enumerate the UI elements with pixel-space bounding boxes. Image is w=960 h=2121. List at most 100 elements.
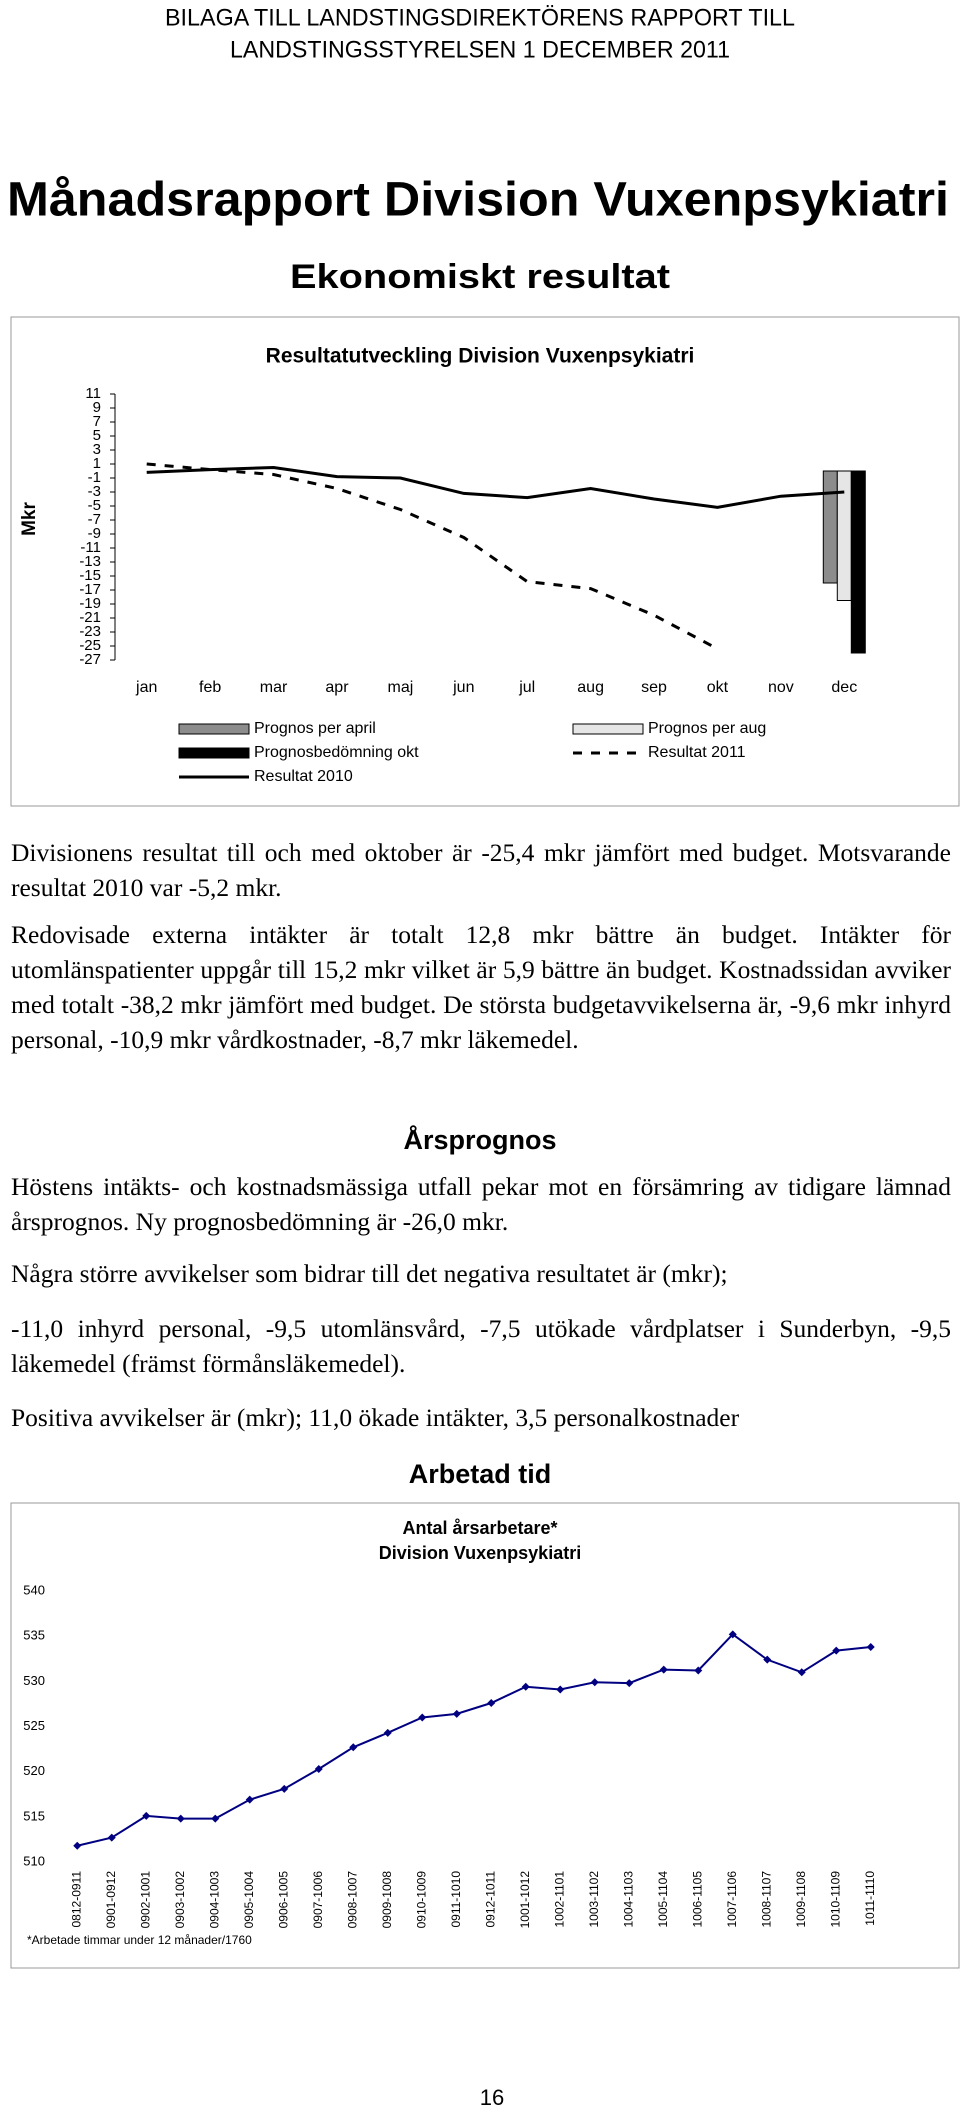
x-tick-label: 0910-1009 <box>414 1871 428 1929</box>
x-tick-label: 0907-1006 <box>311 1871 325 1929</box>
y-tick-label: -9 <box>88 525 101 542</box>
data-point <box>452 1709 461 1718</box>
x-tick-label: 0911-1010 <box>449 1871 463 1928</box>
paragraph: Höstens intäkts- och kostnadsmässiga utf… <box>11 1172 951 1236</box>
bar <box>822 470 838 584</box>
x-tick-label: 1005-1104 <box>656 1871 670 1928</box>
x-tick-label: 0909-1008 <box>380 1871 394 1929</box>
x-tick-label: aug <box>577 679 604 696</box>
x-tick-label: 0905-1004 <box>242 1871 256 1929</box>
y-tick-label: 535 <box>23 1628 45 1643</box>
chart-frame <box>10 316 960 807</box>
y-tick-label: 520 <box>23 1763 45 1778</box>
x-tick-label: 1003-1102 <box>587 1871 601 1928</box>
y-tick-label: -5 <box>88 497 101 514</box>
section-heading: Arbetad tid <box>409 1459 552 1489</box>
y-tick-label: 515 <box>23 1808 45 1823</box>
page-number: 16 <box>480 2085 504 2110</box>
legend-label: Resultat 2010 <box>254 768 353 785</box>
x-tick-label: 0902-1001 <box>138 1871 152 1929</box>
x-tick-label: 1004-1103 <box>621 1871 635 1928</box>
y-tick-label: 7 <box>93 413 101 430</box>
chart-title: Antal årsarbetare* <box>402 1518 557 1538</box>
x-tick-label: 1002-1101 <box>552 1871 566 1928</box>
data-point <box>556 1685 565 1694</box>
data-point <box>383 1728 392 1737</box>
data-point <box>659 1665 668 1674</box>
x-tick-label: 0812-0911 <box>69 1871 83 1928</box>
y-tick-label: -27 <box>79 651 101 668</box>
y-tick-label: -23 <box>79 623 101 640</box>
page-title: Månadsrapport Division Vuxenpsykiatri <box>7 174 949 227</box>
x-tick-label: sep <box>641 679 667 696</box>
x-tick-label: 0906-1005 <box>276 1871 290 1929</box>
data-point <box>245 1795 254 1804</box>
x-tick-label: 1011-1110 <box>863 1871 877 1926</box>
data-point <box>590 1678 599 1687</box>
x-tick-label: 0903-1002 <box>173 1871 187 1929</box>
x-tick-label: apr <box>325 679 349 696</box>
x-tick-label: feb <box>199 679 221 696</box>
data-point <box>763 1655 772 1664</box>
y-tick-label: 11 <box>85 385 101 402</box>
data-point <box>487 1699 496 1708</box>
y-tick-label: -7 <box>88 511 101 528</box>
x-tick-label: jul <box>518 679 535 696</box>
x-tick-label: 1008-1107 <box>759 1871 773 1928</box>
y-tick-label: 525 <box>23 1718 45 1733</box>
data-point <box>694 1666 703 1675</box>
y-tick-label: -13 <box>79 553 101 570</box>
paragraph: Redovisade externa intäkter är totalt 12… <box>11 920 951 1054</box>
y-tick-label: -21 <box>79 609 101 626</box>
x-tick-label: 0908-1007 <box>345 1871 359 1929</box>
data-point <box>625 1679 634 1688</box>
legend-label: Prognos per april <box>254 720 376 737</box>
y-tick-label: -3 <box>88 483 101 500</box>
header-line: LANDSTINGSSTYRELSEN 1 DECEMBER 2011 <box>230 36 730 63</box>
y-tick-label: 510 <box>23 1853 45 1868</box>
x-tick-label: 1009-1108 <box>794 1871 808 1928</box>
legend-swatch <box>178 723 250 735</box>
y-tick-label: 3 <box>93 441 101 458</box>
legend-label: Prognos per aug <box>648 720 766 737</box>
x-tick-label: maj <box>387 679 413 696</box>
x-tick-label: 0912-1011 <box>483 1871 497 1928</box>
y-tick-label: 1 <box>93 455 101 472</box>
chart-title: Resultatutveckling Division Vuxenpsykiat… <box>266 345 695 368</box>
y-tick-label: 5 <box>93 427 101 444</box>
x-tick-label: 1001-1012 <box>518 1871 532 1929</box>
data-point <box>866 1643 875 1652</box>
paragraph: Positiva avvikelser är (mkr); 11,0 ökade… <box>11 1403 740 1432</box>
x-tick-label: 1006-1105 <box>690 1871 704 1928</box>
data-point <box>314 1764 323 1773</box>
x-tick-label: 0904-1003 <box>207 1871 221 1929</box>
chart-frame <box>10 1502 960 1969</box>
x-tick-label: okt <box>707 679 729 696</box>
y-tick-label: -15 <box>79 567 101 584</box>
data-point <box>211 1814 220 1823</box>
chart-subtitle: Division Vuxenpsykiatri <box>379 1543 581 1563</box>
data-point <box>797 1668 806 1677</box>
chart-note: *Arbetade timmar under 12 månader/1760 <box>27 1933 252 1947</box>
x-tick-label: 1010-1109 <box>828 1871 842 1928</box>
y-tick-label: -11 <box>80 539 101 556</box>
data-point <box>280 1784 289 1793</box>
legend-swatch <box>178 747 250 759</box>
x-tick-label: 0901-0912 <box>104 1871 118 1929</box>
section-heading: Årsprognos <box>403 1124 556 1155</box>
y-tick-label: -19 <box>79 595 101 612</box>
x-tick-label: mar <box>260 679 288 696</box>
y-tick-label: -17 <box>79 581 101 598</box>
paragraph: Divisionens resultat till och med oktobe… <box>11 838 951 902</box>
legend-label: Prognosbedömning okt <box>254 744 419 761</box>
legend-swatch <box>572 723 644 735</box>
line-series <box>146 465 845 509</box>
x-tick-label: jun <box>452 679 474 696</box>
x-tick-label: 1007-1106 <box>725 1871 739 1928</box>
x-tick-label: dec <box>831 679 857 696</box>
y-tick-label: 9 <box>93 399 101 416</box>
y-tick-label: -25 <box>79 637 101 654</box>
